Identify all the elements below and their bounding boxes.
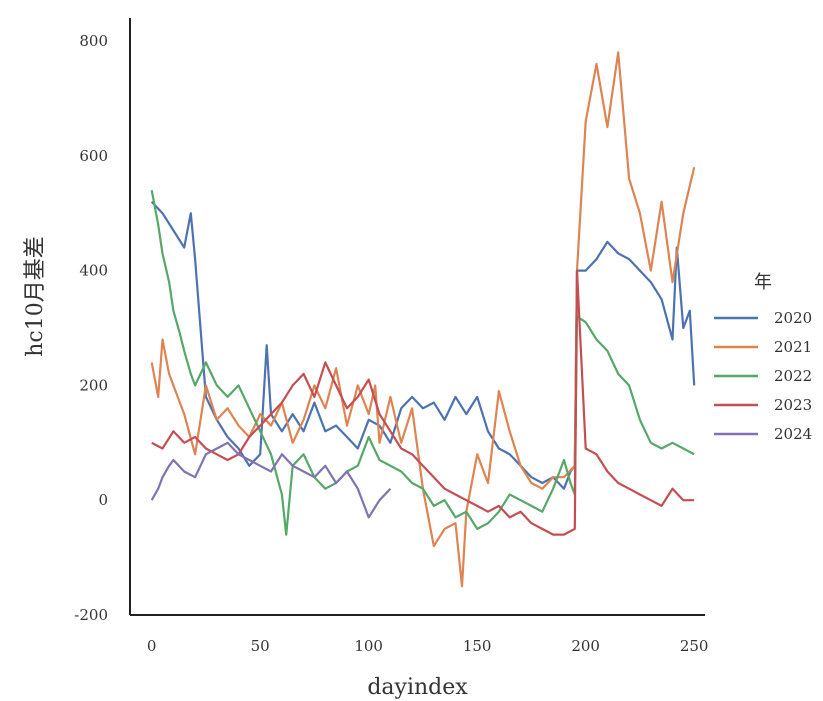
x-tick-label: 250	[680, 637, 709, 655]
series-line-2023	[151, 269, 695, 536]
legend-title: 年	[754, 272, 772, 293]
axes	[129, 18, 705, 616]
legend-label-2024: 2024	[774, 425, 812, 443]
x-tick-label: 150	[463, 637, 492, 655]
y-tick-label: -200	[74, 606, 108, 624]
y-axis-title: hc10月基差	[23, 236, 48, 357]
legend-label-2022: 2022	[774, 367, 812, 385]
series-lines	[150, 51, 696, 588]
series-line-2022	[150, 189, 695, 536]
x-axis-title: dayindex	[367, 675, 468, 700]
y-tick-label: 800	[79, 32, 108, 50]
series-line-2020	[150, 200, 696, 490]
y-tick-label: 0	[98, 491, 108, 509]
x-tick-label: 50	[251, 637, 270, 655]
x-tick-labels: 0 50 100 150 200 250	[147, 637, 709, 655]
x-tick-label: 100	[354, 637, 383, 655]
legend: 年 2020 2021 2022 2023 2024	[714, 272, 812, 443]
x-tick-label: 0	[147, 637, 157, 655]
y-tick-label: 400	[79, 262, 108, 280]
y-tick-label: 600	[79, 147, 108, 165]
y-tick-label: 200	[79, 376, 108, 394]
legend-label-2021: 2021	[774, 338, 812, 356]
series-line-2024	[150, 441, 392, 519]
legend-label-2020: 2020	[774, 309, 812, 327]
legend-label-2023: 2023	[774, 396, 812, 414]
y-tick-labels: -200 0 200 400 600 800	[74, 32, 108, 624]
series-line-2021	[150, 51, 696, 588]
x-tick-label: 200	[571, 637, 600, 655]
